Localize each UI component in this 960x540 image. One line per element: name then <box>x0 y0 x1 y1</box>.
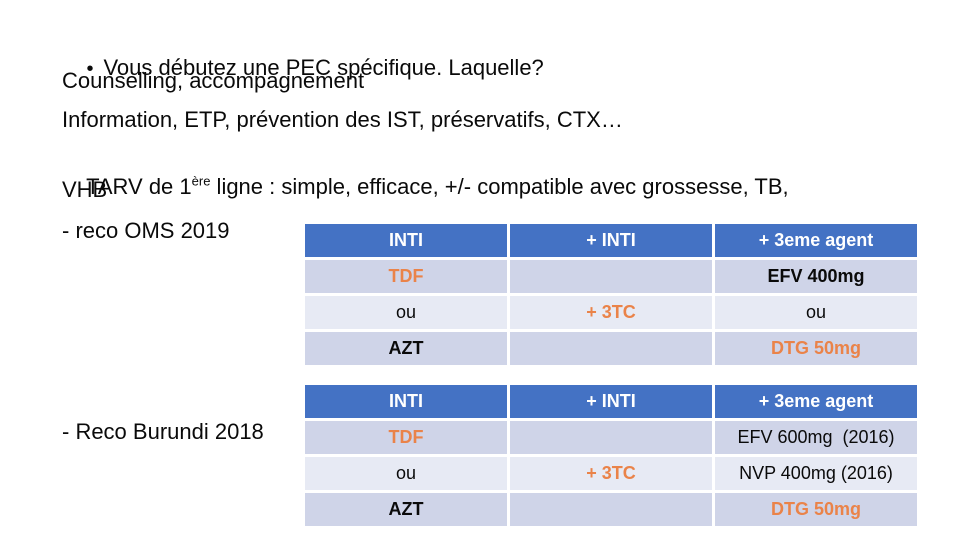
oms-cell-ou-1: ou <box>305 296 507 329</box>
tarv-text-post: ligne : simple, efficace, +/- compatible… <box>210 174 789 199</box>
burundi-header-plus-inti: + INTI <box>510 385 712 418</box>
burundi-cell-empty-1 <box>510 421 712 454</box>
burundi-cell-dtg-50mg: DTG 50mg <box>715 493 917 526</box>
burundi-cell-ou: ou <box>305 457 507 490</box>
oms-cell-empty-1 <box>510 260 712 293</box>
tarv-superscript: ère <box>191 173 211 189</box>
label-reco-oms-2019: - reco OMS 2019 <box>62 218 230 243</box>
oms-cell-plus-3tc: + 3TC <box>510 296 712 329</box>
oms-cell-empty-2 <box>510 332 712 365</box>
burundi-cell-nvp-400mg: NVP 400mg (2016) <box>715 457 917 490</box>
body-line-tarv: TARV de 1ère ligne : simple, efficace, +… <box>62 146 789 227</box>
oms-cell-efv-400mg: EFV 400mg <box>715 260 917 293</box>
burundi-header-inti: INTI <box>305 385 507 418</box>
label-reco-burundi-2018: - Reco Burundi 2018 <box>62 419 264 444</box>
oms-cell-azt: AZT <box>305 332 507 365</box>
burundi-cell-azt: AZT <box>305 493 507 526</box>
burundi-cell-efv-600mg: EFV 600mg (2016) <box>715 421 917 454</box>
table-reco-oms-2019: INTI + INTI + 3eme agent TDF EFV 400mg o… <box>305 224 917 365</box>
oms-header-inti: INTI <box>305 224 507 257</box>
body-line-counselling: Counselling, accompagnement <box>62 68 365 93</box>
body-line-information: Information, ETP, prévention des IST, pr… <box>62 107 623 132</box>
oms-cell-ou-2: ou <box>715 296 917 329</box>
oms-cell-dtg-50mg: DTG 50mg <box>715 332 917 365</box>
oms-header-3eme-agent: + 3eme agent <box>715 224 917 257</box>
table-reco-burundi-2018: INTI + INTI + 3eme agent TDF EFV 600mg (… <box>305 385 917 526</box>
burundi-cell-plus-3tc: + 3TC <box>510 457 712 490</box>
tarv-text-pre: TARV de 1 <box>86 174 192 199</box>
bullet-line: • Vous débutez une PEC spécifique. Laquel… <box>62 27 544 110</box>
bullet-marker: • <box>86 58 94 80</box>
bullet-line-text: Vous débutez une PEC spécifique. Laquell… <box>103 55 544 80</box>
burundi-cell-empty-2 <box>510 493 712 526</box>
oms-cell-tdf: TDF <box>305 260 507 293</box>
oms-header-plus-inti: + INTI <box>510 224 712 257</box>
body-line-vhb: VHB <box>62 177 108 202</box>
burundi-header-3eme-agent: + 3eme agent <box>715 385 917 418</box>
burundi-cell-tdf: TDF <box>305 421 507 454</box>
